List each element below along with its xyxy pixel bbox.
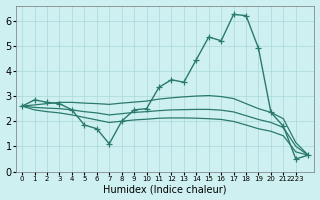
X-axis label: Humidex (Indice chaleur): Humidex (Indice chaleur) <box>103 184 227 194</box>
